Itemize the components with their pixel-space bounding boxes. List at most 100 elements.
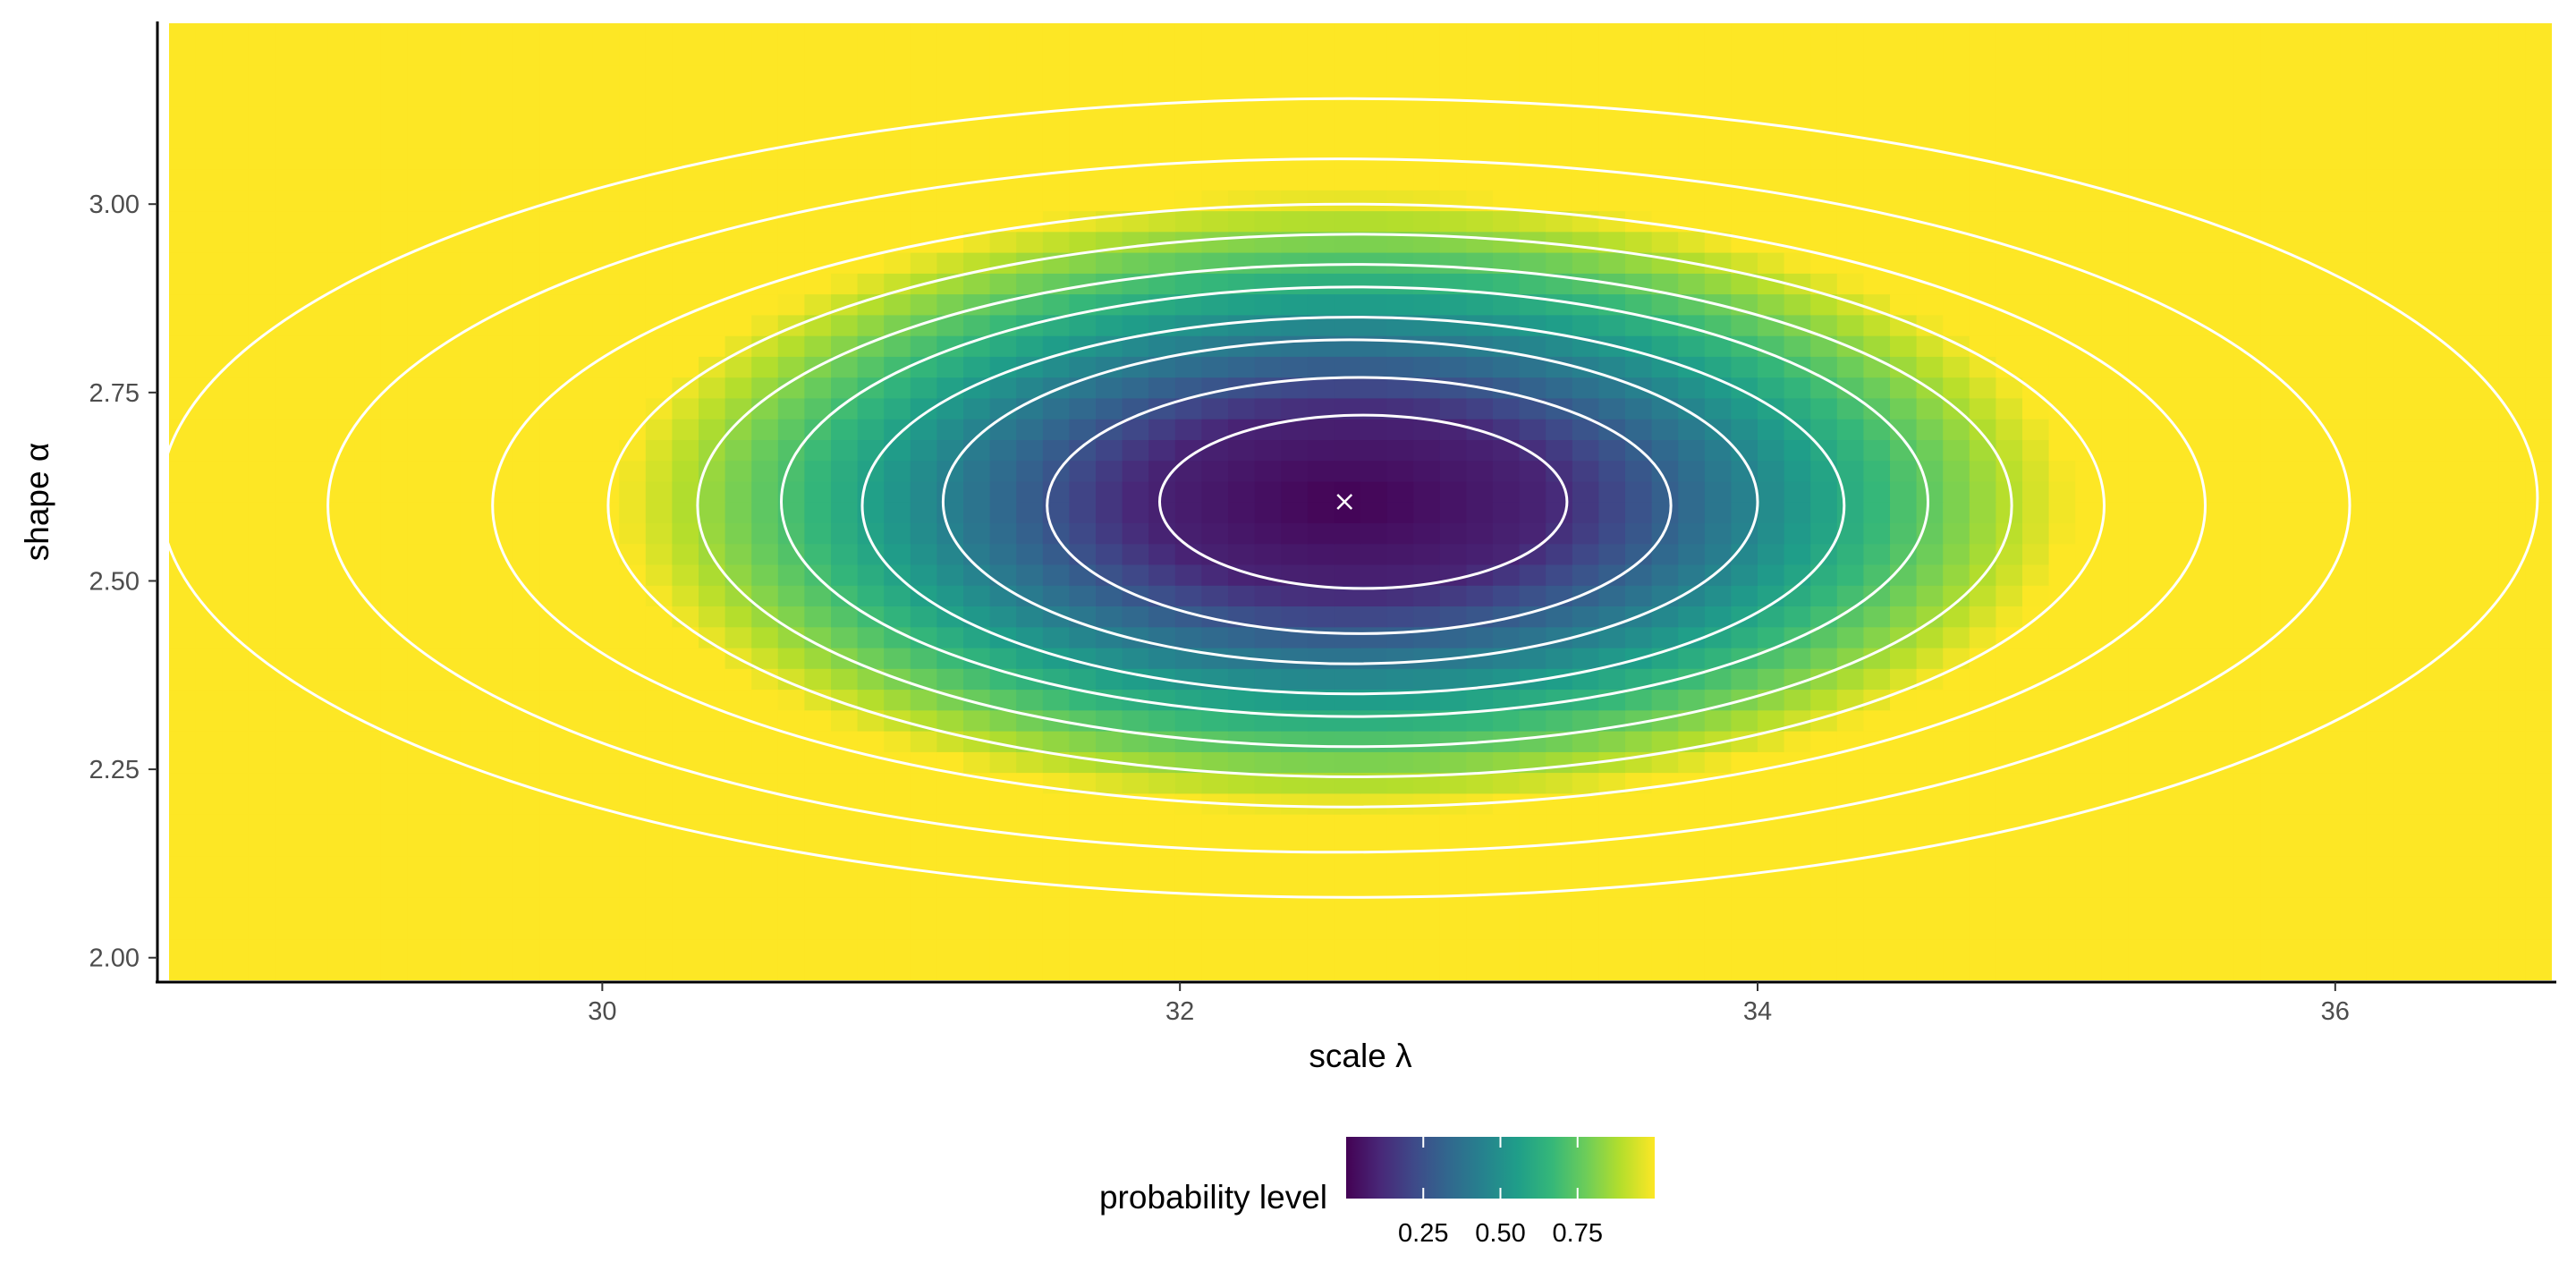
heatmap-cell [195, 397, 223, 419]
heatmap-cell [2525, 897, 2552, 919]
heatmap-cell [1254, 502, 1282, 523]
heatmap-cell [1042, 397, 1071, 419]
heatmap-cell [195, 148, 223, 170]
heatmap-cell [2207, 918, 2235, 940]
heatmap-cell [1228, 522, 1256, 545]
heatmap-cell [1201, 959, 1229, 980]
heatmap-cell [1174, 44, 1203, 66]
heatmap-cell [1731, 626, 1758, 648]
heatmap-cell [804, 273, 832, 295]
heatmap-cell [2101, 460, 2130, 482]
heatmap-cell [936, 480, 964, 503]
heatmap-cell [1890, 647, 1918, 669]
heatmap-cell [1519, 419, 1546, 440]
heatmap-cell [2287, 106, 2315, 128]
heatmap-cell [327, 751, 355, 774]
heatmap-cell [592, 210, 620, 233]
heatmap-cell [1943, 730, 1970, 752]
heatmap-cell [275, 792, 302, 815]
heatmap-cell [2181, 293, 2208, 316]
heatmap-cell [1678, 792, 1706, 815]
heatmap-cell [751, 168, 779, 191]
heatmap-cell [2048, 502, 2076, 523]
heatmap-cell [1493, 855, 1521, 877]
heatmap-cell [487, 168, 514, 191]
heatmap-cell [1943, 439, 1970, 462]
heatmap-cell [354, 460, 382, 482]
heatmap-cell [539, 439, 567, 462]
heatmap-cell [1386, 855, 1414, 877]
heatmap-cell [1439, 918, 1468, 940]
heatmap-cell [1731, 751, 1758, 774]
heatmap-cell [1890, 64, 1918, 87]
heatmap-cell [2393, 897, 2420, 919]
heatmap-cell [1916, 938, 1944, 961]
heatmap-cell [1174, 168, 1203, 191]
heatmap-cell [2313, 855, 2341, 877]
heatmap-cell [2366, 751, 2394, 774]
heatmap-cell [2313, 606, 2341, 628]
heatmap-cell [1493, 23, 1521, 45]
heatmap-cell [1122, 419, 1149, 440]
heatmap-cell [1519, 273, 1546, 295]
heatmap-cell [2207, 689, 2235, 711]
heatmap-cell [1386, 564, 1414, 586]
heatmap-cell [513, 751, 541, 774]
heatmap-cell [2525, 855, 2552, 877]
heatmap-cell [1466, 813, 1494, 835]
heatmap-cell [1863, 377, 1891, 399]
heatmap-cell [804, 522, 832, 545]
heatmap-cell [460, 876, 487, 898]
heatmap-cell [1201, 335, 1229, 357]
heatmap-cell [1704, 543, 1733, 565]
heatmap-cell [2101, 64, 2130, 87]
heatmap-cell [2207, 792, 2235, 815]
heatmap-cell [804, 813, 832, 835]
heatmap-cell [1281, 897, 1309, 919]
heatmap-cell [672, 210, 699, 233]
heatmap-cell [1519, 772, 1546, 794]
heatmap-cell [2233, 210, 2262, 233]
heatmap-cell [1493, 148, 1521, 170]
heatmap-cell [2075, 106, 2103, 128]
heatmap-cell [2260, 647, 2288, 669]
heatmap-cell [1042, 792, 1071, 815]
heatmap-cell [1201, 897, 1229, 919]
heatmap-cell [2048, 959, 2076, 980]
heatmap-cell [2101, 397, 2130, 419]
heatmap-cell [566, 85, 594, 107]
heatmap-cell [380, 835, 409, 857]
heatmap-cell [2525, 772, 2552, 794]
heatmap-cell [169, 730, 197, 752]
heatmap-cell [1863, 959, 1891, 980]
heatmap-cell [751, 419, 779, 440]
heatmap-cell [195, 190, 223, 212]
heatmap-cell [169, 148, 197, 170]
heatmap-cell [884, 85, 911, 107]
heatmap-cell [1758, 168, 1785, 191]
heatmap-cell [2128, 231, 2156, 253]
heatmap-cell [1334, 377, 1361, 399]
heatmap-cell [1810, 148, 1838, 170]
heatmap-cell [2472, 231, 2500, 253]
heatmap-cell [751, 918, 779, 940]
heatmap-cell [2313, 647, 2341, 669]
heatmap-cell [2313, 689, 2341, 711]
heatmap-cell [1042, 44, 1071, 66]
heatmap-cell [327, 64, 355, 87]
heatmap-cell [434, 148, 462, 170]
heatmap-cell [1784, 127, 1811, 149]
heatmap-cell [2445, 168, 2473, 191]
heatmap-cell [2207, 855, 2235, 877]
heatmap-cell [1307, 855, 1335, 877]
heatmap-cell [1651, 918, 1679, 940]
heatmap-cell [2313, 460, 2341, 482]
heatmap-cell [434, 127, 462, 149]
heatmap-cell [2419, 938, 2447, 961]
heatmap-cell [1996, 709, 2023, 732]
heatmap-cell [1281, 85, 1309, 107]
heatmap-cell [804, 668, 832, 691]
heatmap-cell [1413, 918, 1441, 940]
heatmap-cell [1016, 959, 1044, 980]
heatmap-cell [1519, 210, 1546, 233]
